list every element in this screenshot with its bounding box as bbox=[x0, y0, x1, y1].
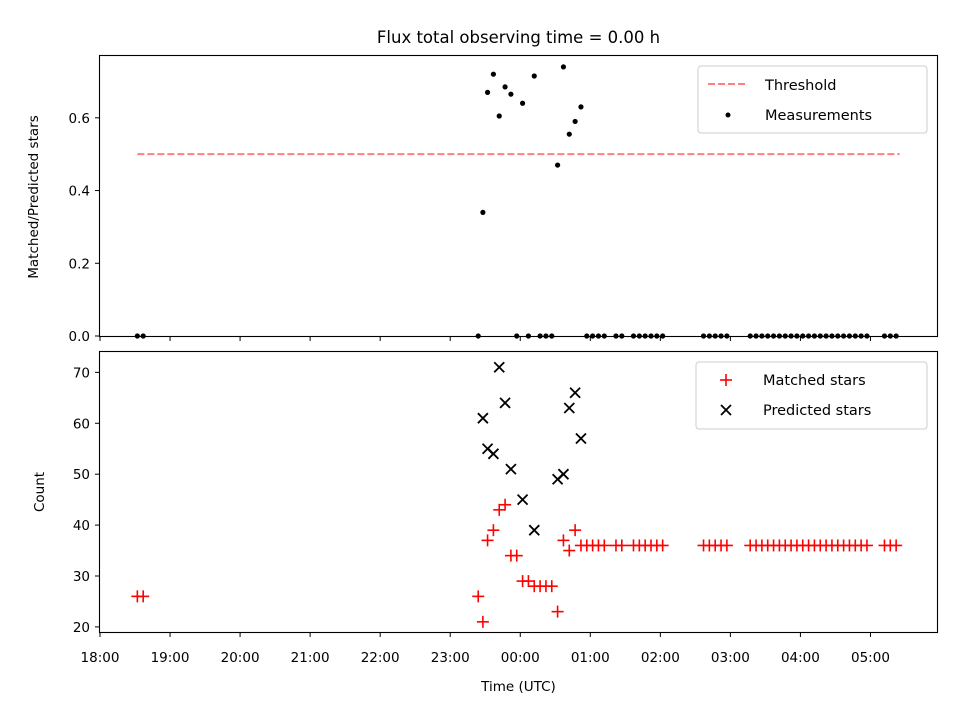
legend-predicted-swatch bbox=[720, 404, 732, 416]
predicted-star-point bbox=[499, 397, 511, 409]
top-axes-frame bbox=[98, 54, 939, 338]
bottom-legend-box bbox=[695, 361, 928, 430]
matched-star-point bbox=[499, 498, 512, 511]
bottom-ytick-label: 40 bbox=[73, 518, 90, 534]
measurement-point bbox=[484, 89, 491, 95]
bottom-ytick-label: 50 bbox=[73, 467, 90, 483]
bottom-xtick-label: 03:00 bbox=[711, 650, 750, 666]
bottom-ytick-label: 20 bbox=[73, 620, 90, 636]
matched-star-point bbox=[481, 534, 494, 547]
legend-measurements-label: Measurements bbox=[765, 108, 872, 124]
bottom-xtick-label: 04:00 bbox=[781, 650, 820, 666]
top-y-axis: 0.0 0.2 0.4 0.6 bbox=[69, 111, 100, 345]
predicted-star-point bbox=[569, 387, 581, 399]
measurement-point bbox=[572, 118, 578, 125]
measurement-point bbox=[531, 73, 537, 79]
legend-measurements-swatch bbox=[725, 112, 731, 118]
bottom-panel: Count 20 30 40 50 60 70 18:00 19:00 20:00 21:00 2… bbox=[32, 350, 939, 695]
predicted-star-point bbox=[557, 468, 570, 480]
measurement-point bbox=[490, 71, 497, 77]
top-plot-area bbox=[134, 64, 900, 339]
top-x-axis-ticks bbox=[99, 336, 871, 341]
matched-star-point bbox=[551, 605, 564, 618]
bottom-xtick-label: 05:00 bbox=[851, 650, 890, 666]
chart-title: Flux total observing time = 0.00 h bbox=[377, 28, 660, 47]
top-legend-box bbox=[697, 65, 928, 134]
matched-star-point bbox=[522, 575, 535, 588]
measurement-point bbox=[519, 100, 526, 106]
predicted-star-point bbox=[563, 402, 575, 414]
measurement-point bbox=[555, 162, 561, 168]
bottom-xtick-label: 19:00 bbox=[151, 650, 190, 666]
predicted-star-point bbox=[505, 463, 517, 475]
matched-star-point bbox=[472, 590, 485, 603]
bottom-legend: Matched stars Predicted stars bbox=[695, 361, 928, 430]
bottom-y-axis-label: Count bbox=[32, 472, 48, 512]
legend-threshold-label: Threshold bbox=[764, 78, 836, 94]
top-legend: Threshold Measurements bbox=[697, 65, 928, 134]
matched-star-point bbox=[563, 544, 576, 557]
matched-star-point bbox=[557, 534, 570, 547]
bottom-xtick-label: 18:00 bbox=[81, 650, 120, 666]
bottom-x-axis: 18:00 19:00 20:00 21:00 22:00 23:00 00:00 01:00… bbox=[81, 632, 890, 666]
measurement-point bbox=[496, 113, 502, 119]
measurement-point bbox=[560, 64, 567, 70]
matched-star-point bbox=[487, 524, 500, 537]
bottom-xtick-label: 00:00 bbox=[501, 650, 540, 666]
measurement-point bbox=[502, 84, 508, 90]
top-y-axis-label: Matched/Predicted stars bbox=[26, 115, 42, 278]
matched-star-point bbox=[137, 590, 150, 603]
matched-star-point bbox=[656, 539, 669, 552]
top-ytick-label: 0.0 bbox=[69, 329, 90, 345]
top-panel: Matched/Predicted stars 0.0 0.2 0.4 0.6 Thr… bbox=[26, 54, 939, 345]
measurement-point bbox=[578, 104, 584, 110]
predicted-star-point bbox=[487, 448, 500, 460]
matched-star-point bbox=[510, 549, 523, 562]
legend-predicted-label: Predicted stars bbox=[763, 403, 871, 419]
bottom-xtick-label: 22:00 bbox=[361, 650, 400, 666]
bottom-y-axis: 20 30 40 50 60 70 bbox=[73, 365, 100, 636]
measurement-point bbox=[566, 131, 572, 137]
top-ytick-label: 0.4 bbox=[69, 184, 90, 200]
bottom-ytick-label: 30 bbox=[73, 569, 90, 585]
matched-star-point bbox=[598, 539, 611, 552]
bottom-ytick-label: 60 bbox=[73, 416, 90, 432]
legend-matched-label: Matched stars bbox=[763, 373, 866, 389]
predicted-star-point bbox=[477, 412, 489, 424]
top-ytick-label: 0.2 bbox=[69, 256, 90, 272]
bottom-xtick-label: 20:00 bbox=[221, 650, 260, 666]
predicted-star-point bbox=[493, 361, 505, 373]
predicted-star-point bbox=[575, 432, 587, 445]
matched-star-point bbox=[569, 524, 582, 537]
bottom-xtick-label: 02:00 bbox=[641, 650, 680, 666]
bottom-ytick-label: 70 bbox=[73, 365, 90, 381]
matched-star-point bbox=[890, 539, 903, 552]
bottom-xtick-label: 21:00 bbox=[291, 650, 330, 666]
measurement-point bbox=[508, 91, 514, 97]
matched-star-point bbox=[615, 539, 628, 552]
predicted-star-point bbox=[528, 524, 540, 536]
matched-star-point bbox=[476, 615, 489, 628]
bottom-axes-frame bbox=[98, 350, 939, 634]
matched-star-point bbox=[860, 539, 873, 552]
top-ytick-label: 0.6 bbox=[69, 111, 90, 127]
x-axis-label: Time (UTC) bbox=[480, 679, 556, 695]
matched-star-point bbox=[545, 580, 558, 593]
legend-matched-swatch bbox=[720, 374, 732, 386]
matched-star-point bbox=[493, 503, 506, 516]
measurement-point bbox=[480, 209, 486, 215]
bottom-xtick-label: 01:00 bbox=[571, 650, 610, 666]
matched-star-point bbox=[720, 539, 733, 552]
bottom-plot-area bbox=[131, 361, 903, 628]
predicted-star-point bbox=[516, 493, 529, 506]
bottom-xtick-label: 23:00 bbox=[431, 650, 470, 666]
